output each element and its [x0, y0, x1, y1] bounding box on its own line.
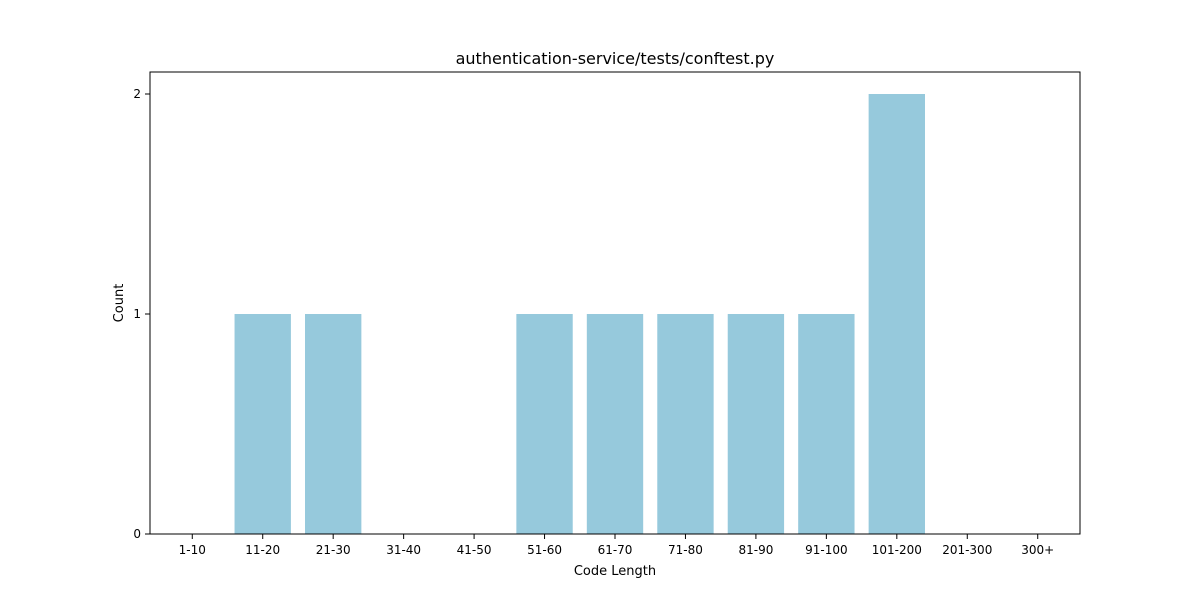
x-axis: 1-10 11-20 21-30 31-40 41-50 51-60 61-70 71-80 8…	[179, 534, 1054, 557]
x-tick-label: 51-60	[527, 543, 562, 557]
x-tick-label: 1-10	[179, 543, 206, 557]
x-tick-label: 300+	[1021, 543, 1054, 557]
bar-61-70	[586, 314, 644, 534]
chart-title: authentication-service/tests/conftest.py	[456, 49, 775, 68]
bar-11-20	[234, 314, 291, 534]
bar-91-100	[798, 314, 855, 534]
bar-21-30	[305, 314, 362, 534]
x-tick-label: 91-100	[805, 543, 848, 557]
y-axis-label: Count	[112, 284, 127, 323]
y-axis: 0 1 2	[133, 87, 150, 541]
x-tick-label: 61-70	[598, 543, 633, 557]
x-tick-label: 81-90	[738, 543, 773, 557]
y-tick-label: 1	[133, 307, 141, 321]
x-tick-label: 41-50	[457, 543, 492, 557]
y-tick-label: 0	[133, 527, 141, 541]
x-axis-label: Code Length	[574, 564, 656, 579]
bars-layer	[234, 94, 925, 534]
x-tick-label: 201-300	[942, 543, 992, 557]
x-tick-label: 71-80	[668, 543, 703, 557]
x-tick-label: 101-200	[872, 543, 922, 557]
y-tick-label: 2	[133, 87, 141, 101]
x-tick-label: 21-30	[316, 543, 351, 557]
x-tick-label: 11-20	[245, 543, 280, 557]
bar-81-90	[727, 314, 785, 534]
bar-71-80	[657, 314, 714, 534]
bar-101-200	[868, 94, 925, 534]
bar-51-60	[516, 314, 573, 534]
x-tick-label: 31-40	[386, 543, 421, 557]
